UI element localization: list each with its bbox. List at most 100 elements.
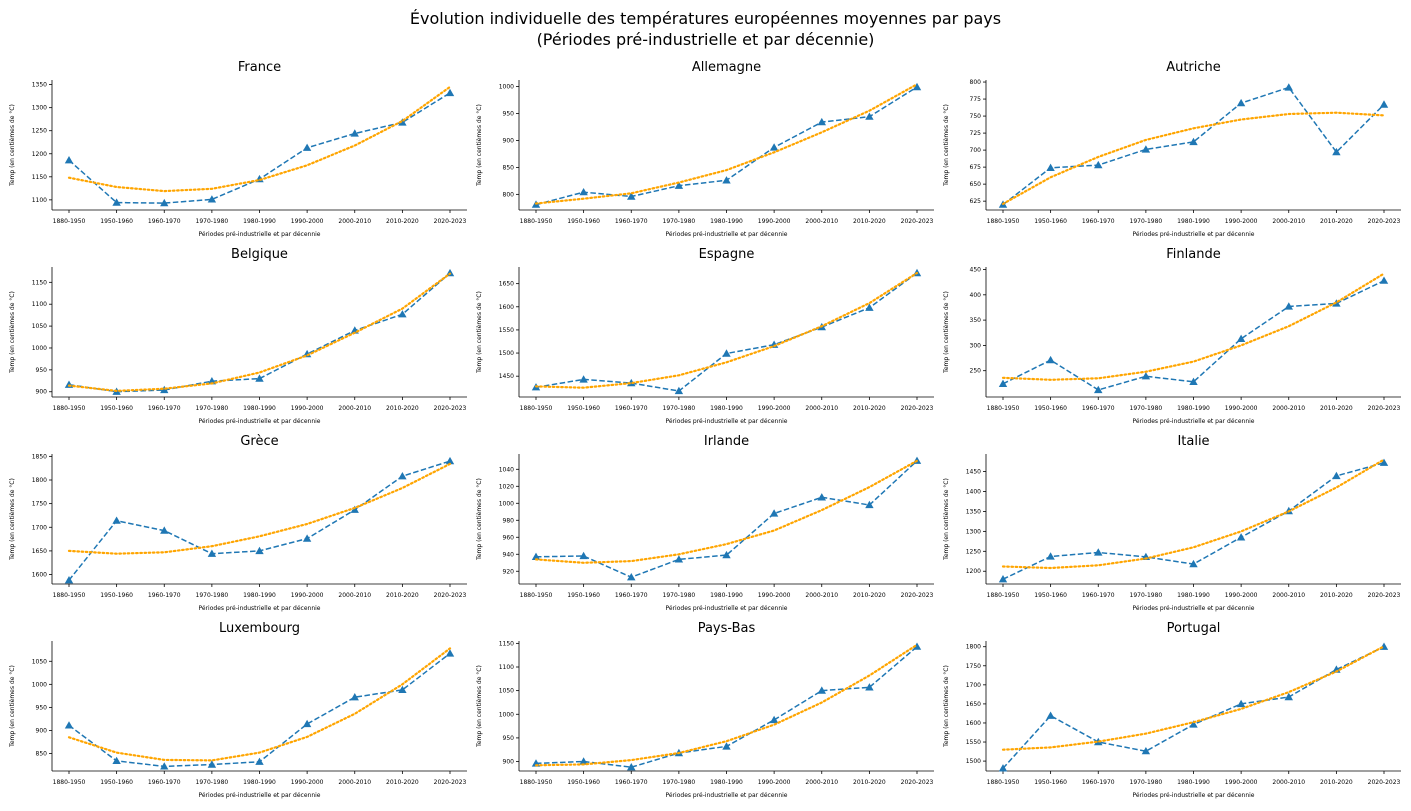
y-tick-label: 1200 [32, 151, 47, 158]
x-tick-label: 1980-1990 [1177, 218, 1210, 225]
x-tick-label: 1960-1970 [148, 779, 181, 786]
x-tick-label: 2020-2023 [1368, 405, 1401, 412]
y-tick-label: 350 [970, 317, 982, 324]
y-tick-label: 980 [503, 517, 515, 524]
data-point-marker [207, 549, 217, 557]
panel-title: Finlande [1166, 247, 1220, 262]
x-tick-label: 1970-1980 [1130, 405, 1163, 412]
x-tick-label: 2010-2020 [386, 592, 419, 599]
trend-line [1001, 272, 1386, 381]
data-point-marker [1141, 145, 1151, 153]
y-tick-label: 1850 [32, 453, 47, 460]
data-point-marker [817, 117, 826, 126]
temperature-line [68, 272, 451, 393]
x-tick-label: 1880-1950 [53, 779, 86, 786]
y-tick-label: 250 [970, 368, 982, 375]
trend-line [534, 83, 919, 205]
x-tick-label: 1880-1950 [520, 405, 553, 412]
x-tick-label: 1990-2000 [291, 779, 324, 786]
data-point-marker [674, 181, 684, 189]
x-tick-label: 1970-1980 [663, 218, 696, 225]
x-tick-label: 2010-2020 [853, 405, 886, 412]
y-tick-label: 1400 [966, 488, 981, 495]
y-tick-label: 1250 [32, 128, 47, 135]
x-tick-label: 2020-2023 [901, 779, 934, 786]
x-tick-label: 1960-1970 [615, 779, 648, 786]
y-tick-label: 1700 [32, 524, 47, 531]
y-tick-label: 650 [970, 181, 982, 188]
x-tick-label: 2010-2020 [1320, 779, 1353, 786]
data-point-marker [722, 550, 731, 559]
x-tick-label: 2010-2020 [386, 405, 419, 412]
x-tick-label: 1950-1960 [100, 405, 133, 412]
x-tick-label: 2020-2023 [1368, 592, 1401, 599]
y-tick-label: 1150 [32, 174, 47, 181]
x-tick-label: 1950-1960 [100, 779, 133, 786]
y-axis-label: Temp (en centièmes de °C) [9, 478, 16, 561]
x-tick-label: 1990-2000 [758, 218, 791, 225]
data-point-marker [1189, 377, 1198, 385]
x-tick-label: 2020-2023 [1368, 779, 1401, 786]
x-tick-label: 1980-1990 [243, 592, 276, 599]
x-tick-label: 1880-1950 [53, 218, 86, 225]
panel-belgique: Belgique 900 950 1000 1050 1100 1150 1880-1950 1… [9, 247, 467, 425]
y-tick-label: 700 [970, 147, 982, 154]
y-tick-label: 1050 [499, 688, 514, 695]
data-point-marker [1046, 711, 1055, 719]
x-tick-label: 1960-1970 [148, 405, 181, 412]
x-tick-label: 2020-2023 [901, 592, 934, 599]
x-tick-label: 1990-2000 [291, 218, 324, 225]
data-point-marker [112, 756, 121, 764]
data-point-marker [865, 112, 874, 120]
data-point-marker [207, 377, 217, 385]
y-tick-label: 1350 [966, 508, 981, 515]
x-tick-label: 1990-2000 [758, 405, 791, 412]
x-tick-label: 1950-1960 [100, 592, 133, 599]
x-tick-label: 1970-1980 [1130, 779, 1163, 786]
x-axis-label: Périodes pré-industrielle et par décenni… [665, 605, 787, 612]
data-point-marker [1094, 160, 1103, 169]
data-point-marker [302, 719, 312, 728]
figure-title-line-1: Évolution individuelle des températures … [409, 9, 1002, 28]
y-tick-label: 940 [503, 551, 515, 558]
panel-finlande: Finlande 250 300 350 400 450 1880-1950 1950-196… [943, 247, 1401, 425]
y-tick-label: 950 [36, 704, 48, 711]
y-tick-label: 800 [503, 191, 515, 198]
temperature-line [68, 652, 451, 768]
y-tick-label: 1800 [966, 644, 981, 651]
data-point-marker [1189, 559, 1198, 568]
x-tick-label: 1880-1950 [520, 592, 553, 599]
x-tick-label: 1960-1970 [615, 218, 648, 225]
x-tick-label: 1980-1990 [710, 218, 743, 225]
x-tick-label: 2020-2023 [434, 592, 467, 599]
x-tick-label: 1970-1980 [196, 779, 229, 786]
x-tick-label: 2000-2010 [338, 405, 371, 412]
trend-line [67, 647, 452, 762]
panel-title: Pays-Bas [698, 621, 756, 636]
x-tick-label: 2010-2020 [853, 779, 886, 786]
data-point-marker [579, 757, 588, 765]
y-axis-label: Temp (en centièmes de °C) [476, 478, 483, 561]
x-tick-label: 1880-1950 [53, 592, 86, 599]
y-tick-label: 1300 [32, 105, 47, 112]
x-tick-label: 2000-2010 [1272, 405, 1305, 412]
y-tick-label: 1000 [499, 711, 514, 718]
x-tick-label: 1950-1960 [1034, 218, 1067, 225]
x-tick-label: 1990-2000 [1225, 779, 1258, 786]
y-tick-label: 450 [970, 267, 982, 274]
y-tick-label: 1750 [966, 663, 981, 670]
x-tick-label: 2010-2020 [853, 592, 886, 599]
data-point-marker [398, 685, 407, 693]
data-point-marker [445, 456, 455, 465]
y-tick-label: 1050 [32, 658, 47, 665]
x-tick-label: 1970-1980 [196, 218, 229, 225]
data-point-marker [1046, 163, 1055, 171]
x-tick-label: 1880-1950 [520, 779, 553, 786]
data-point-marker [398, 118, 407, 126]
trend-line [534, 459, 919, 564]
panel-title: Portugal [1167, 621, 1221, 636]
data-point-marker [865, 683, 874, 691]
y-tick-label: 1040 [499, 466, 514, 473]
x-tick-label: 1970-1980 [663, 405, 696, 412]
x-tick-label: 1970-1980 [1130, 592, 1163, 599]
